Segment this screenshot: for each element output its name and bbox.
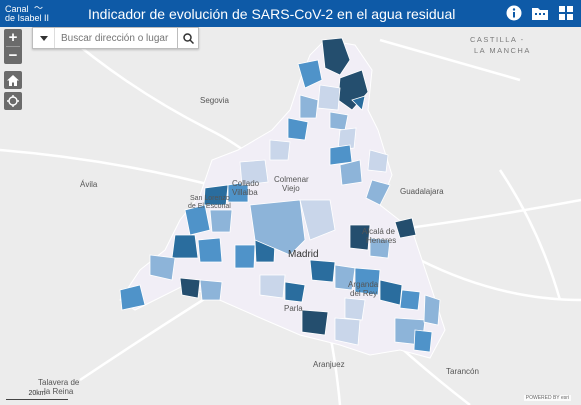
label-guadalajara: Guadalajara	[400, 187, 444, 196]
label-colmenar-2: Viejo	[282, 184, 300, 193]
info-icon[interactable]	[505, 4, 523, 22]
app-title: Indicador de evolución de SARS-CoV-2 en …	[88, 6, 456, 22]
logo-line1: Canal	[5, 3, 29, 14]
zoom-control: + −	[4, 29, 22, 64]
label-castilla-1: CASTILLA -	[470, 35, 525, 44]
label-collado-2: Villalba	[232, 188, 258, 197]
search-source-dropdown[interactable]	[33, 28, 55, 48]
label-escorial-2: de El Escorial	[188, 203, 231, 210]
scale-bar: 20km	[6, 390, 68, 400]
home-icon	[7, 74, 19, 86]
label-talavera-2: la Reina	[44, 387, 74, 396]
logo-wave-icon: 〜	[34, 3, 44, 13]
home-button[interactable]	[4, 71, 22, 89]
label-arganda-1: Arganda	[348, 280, 379, 289]
label-arganda-2: del Rey	[350, 289, 378, 298]
app-header: Canal de Isabel II 〜 Indicador de evoluc…	[0, 0, 581, 27]
folder-icon[interactable]	[531, 4, 549, 22]
basemap	[0, 29, 581, 405]
label-escorial-1: San Lorenzo	[190, 195, 230, 202]
search-icon	[182, 32, 194, 44]
scale-label: 20km	[28, 390, 46, 397]
label-castilla-2: LA MANCHA	[474, 46, 531, 55]
label-alcala-2: Henares	[366, 236, 397, 245]
label-talavera-1: Talavera de	[38, 378, 80, 387]
label-parla: Parla	[284, 304, 303, 313]
label-avila: Ávila	[80, 180, 98, 189]
logo-line2: de Isabel II	[5, 12, 50, 23]
search-widget	[32, 27, 199, 49]
zoom-in-button[interactable]: +	[8, 29, 18, 46]
search-input[interactable]	[55, 32, 175, 44]
label-tarancon: Tarancón	[446, 367, 479, 376]
esri-attribution[interactable]: POWERED BY esri	[523, 395, 571, 401]
search-button[interactable]	[177, 28, 198, 48]
label-collado-1: Collado	[232, 179, 260, 188]
label-aranjuez: Aranjuez	[313, 360, 345, 369]
canal-logo: Canal de Isabel II 〜	[0, 0, 62, 27]
label-colmenar-1: Colmenar	[274, 175, 309, 184]
region-outline	[119, 39, 446, 359]
grid-icon[interactable]	[557, 4, 575, 22]
chevron-down-icon	[39, 35, 48, 41]
label-madrid: Madrid	[288, 249, 319, 260]
zoom-out-button[interactable]: −	[8, 47, 18, 64]
label-alcala-1: Alcalá de	[362, 227, 395, 236]
locate-icon	[7, 95, 19, 107]
map-view[interactable]: CASTILLA - LA MANCHA Segovia Ávila Guada…	[0, 27, 581, 405]
label-segovia: Segovia	[200, 96, 229, 105]
locate-button[interactable]	[4, 92, 22, 110]
